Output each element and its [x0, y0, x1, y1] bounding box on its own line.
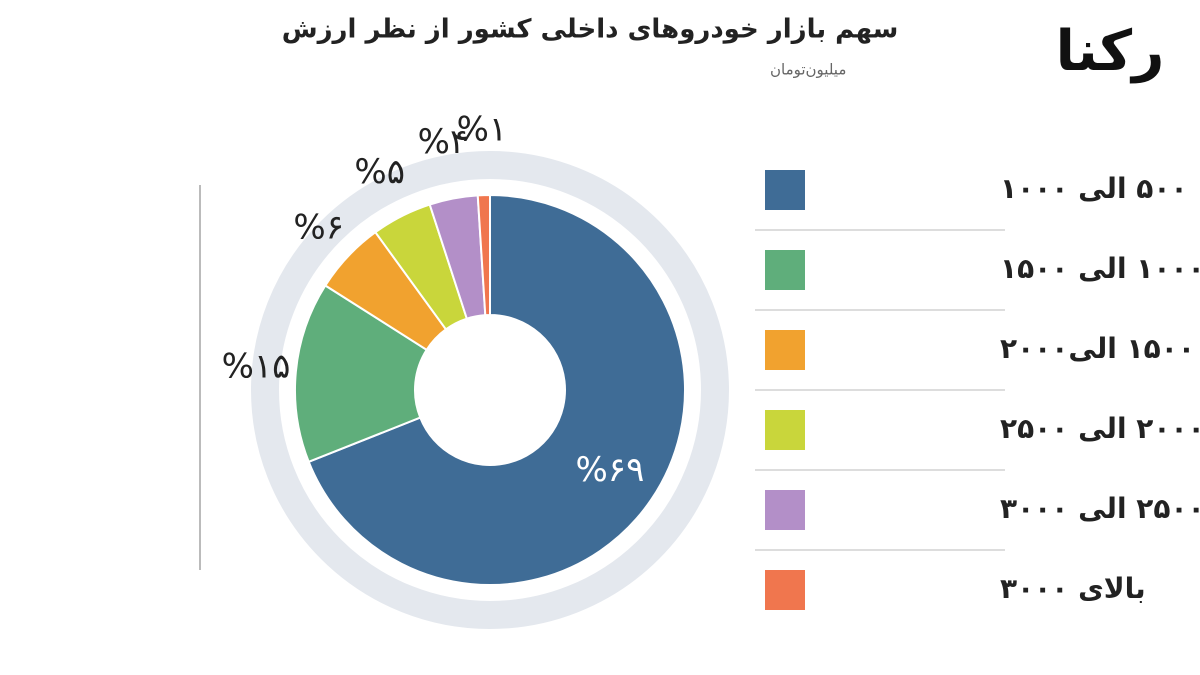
value-label: %۱۵	[222, 346, 291, 386]
legend-swatch	[765, 250, 805, 290]
decor-ring	[251, 151, 729, 629]
legend-label: ۵۰۰ الی ۱۰۰۰	[1000, 172, 1188, 205]
legend-label: ۲۵۰۰ الی ۳۰۰۰	[1000, 492, 1200, 525]
legend-label: ۱۰۰۰ الی ۱۵۰۰	[1000, 252, 1200, 285]
value-label: %۶	[293, 208, 344, 248]
pie-slice	[476, 193, 491, 317]
legend-label: ۲۰۰۰ الی ۲۵۰۰	[1000, 412, 1200, 445]
legend-label: بالای ۳۰۰۰	[1000, 572, 1146, 605]
legend-swatch	[765, 570, 805, 610]
chart-title: سهم بازار خودروهای داخلی کشور از نظر ارز…	[282, 15, 899, 45]
legend-swatch	[765, 490, 805, 530]
value-label: %۱	[457, 110, 508, 150]
value-label: %۵	[354, 152, 405, 192]
value-label: %۴	[418, 122, 469, 162]
legend-swatch	[765, 170, 805, 210]
legend-swatch	[765, 410, 805, 450]
pie-slice	[307, 193, 686, 586]
chart-subtitle: میلیون‌تومان	[770, 61, 846, 79]
legend-label: ۱۵۰۰ الی۲۰۰۰	[1000, 332, 1195, 365]
logo: رکنا	[1056, 19, 1165, 84]
value-label: %۶۹	[576, 450, 645, 490]
legend-swatch	[765, 330, 805, 370]
